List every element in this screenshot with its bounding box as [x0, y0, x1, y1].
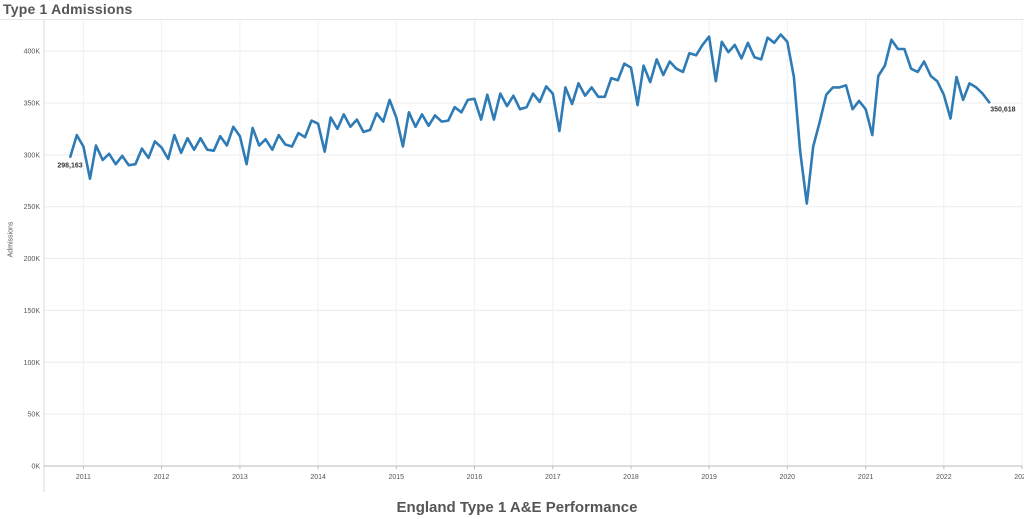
chart-title: Type 1 Admissions: [3, 1, 133, 17]
x-tick-label: 2015: [388, 474, 404, 481]
x-tick-labels: 2011 2012 2013 2014 2015 2016 2017 2018 2019 2020…: [76, 474, 1024, 481]
y-tick-label: 350K: [24, 100, 41, 107]
series-line: [69, 33, 991, 205]
series-layer: [69, 33, 991, 205]
y-tick-label: 400K: [24, 49, 41, 56]
start-value-label: 298,163: [57, 163, 82, 170]
x-tick-label: 2013: [232, 474, 248, 481]
y-tick-label: 50K: [28, 412, 41, 419]
axes: [43, 20, 1022, 492]
x-tick-label: 2011: [76, 474, 91, 481]
y-tick-label: 100K: [24, 360, 41, 367]
x-tick-label: 2020: [780, 474, 796, 481]
y-tick-label: 150K: [24, 308, 41, 315]
end-value-label: 350,618: [990, 106, 1015, 113]
x-tick-label: 2022: [936, 474, 952, 481]
x-tick-label: 2019: [701, 474, 717, 481]
x-tick-label: 2017: [545, 474, 561, 481]
dashboard-title: England Type 1 A&E Performance: [396, 499, 638, 516]
x-tick-label: 2018: [623, 474, 639, 481]
y-tick-label: 300K: [24, 152, 41, 159]
y-tick-label: 0K: [31, 464, 40, 471]
x-tick-label: 2023: [1014, 474, 1024, 481]
y-tick-labels: 0K 50K 100K 150K 200K 250K 300K 350K 400K: [24, 49, 41, 471]
y-tick-label: 200K: [24, 256, 41, 263]
y-tick-label: 250K: [24, 204, 41, 211]
x-tick-label: 2012: [154, 474, 170, 481]
x-tick-label: 2014: [310, 474, 326, 481]
x-tick-label: 2016: [467, 474, 483, 481]
end-labels: 298,163 350,618: [57, 106, 1015, 169]
x-tick-label: 2021: [858, 474, 874, 481]
x-gridlines: [82, 20, 1023, 469]
title-divider: [0, 19, 1024, 20]
